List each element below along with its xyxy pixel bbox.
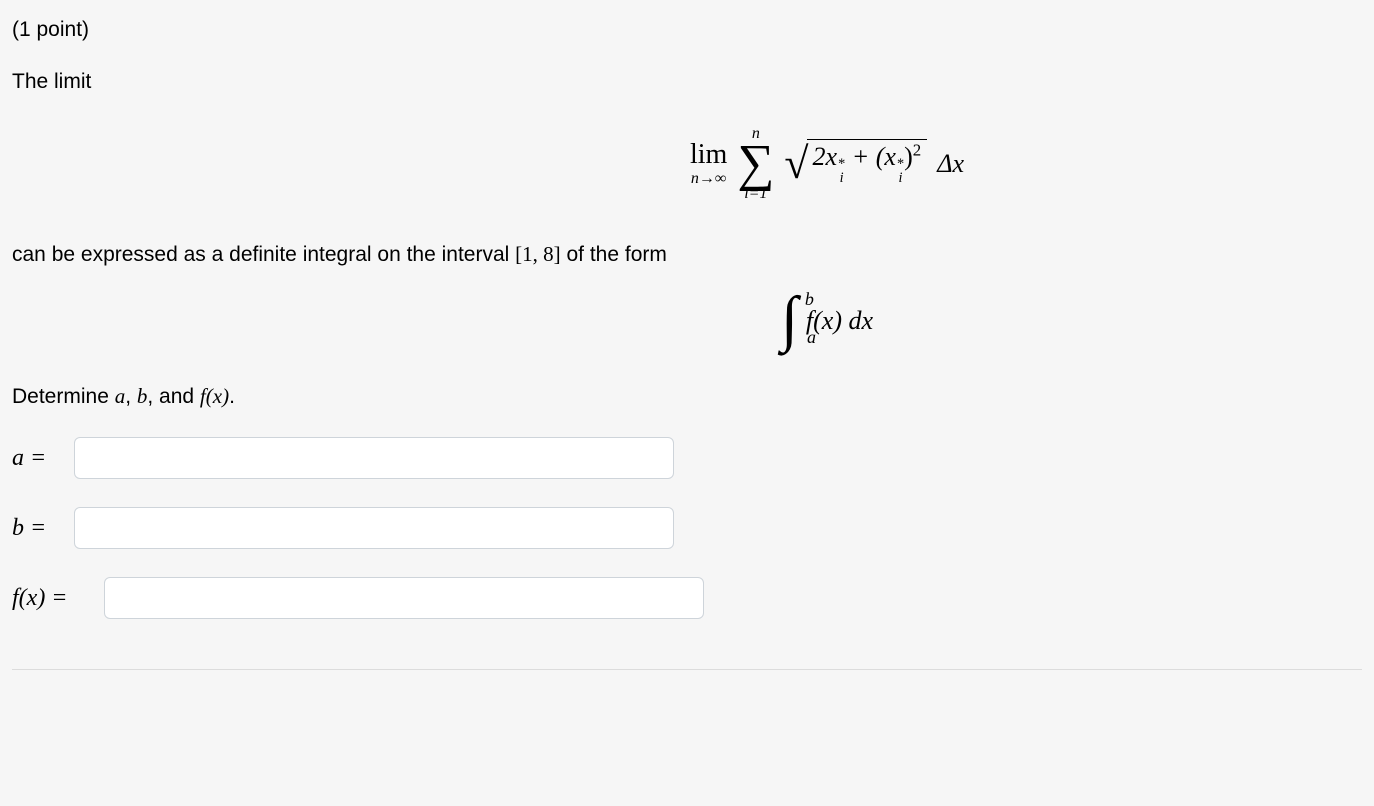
answer-row-a: a = [12, 437, 1362, 479]
label-fx: f(x) = [12, 585, 90, 612]
integral-sign: ∫ b a [781, 295, 798, 346]
answer-row-fx: f(x) = [12, 577, 1362, 619]
riemann-sum-formula: lim n→∞ n ∑ i=1 √ 2x*i + (x*i)2 Δx [12, 126, 1362, 202]
prose-expressed-as: can be expressed as a definite integral … [12, 242, 1362, 267]
radicand: 2x*i + (x*i)2 [807, 139, 928, 190]
prose-the-limit: The limit [12, 70, 1362, 94]
label-a: a = [12, 445, 60, 472]
label-b: b = [12, 515, 60, 542]
delta-x: Δx [937, 149, 964, 179]
answer-row-b: b = [12, 507, 1362, 549]
integral-formula: ∫ b a f(x) dx [12, 295, 1362, 346]
input-b[interactable] [74, 507, 674, 549]
input-fx[interactable] [104, 577, 704, 619]
prose-determine: Determine a, b, and f(x). [12, 384, 1362, 409]
sigma-symbol: n ∑ i=1 [737, 126, 774, 202]
input-a[interactable] [74, 437, 674, 479]
bottom-divider [12, 669, 1362, 670]
points-header: (1 point) [12, 18, 1362, 42]
problem-container: (1 point) The limit lim n→∞ n ∑ i=1 √ 2x… [0, 0, 1374, 670]
limit-symbol: lim n→∞ [690, 141, 727, 187]
square-root: √ 2x*i + (x*i)2 [784, 139, 927, 190]
